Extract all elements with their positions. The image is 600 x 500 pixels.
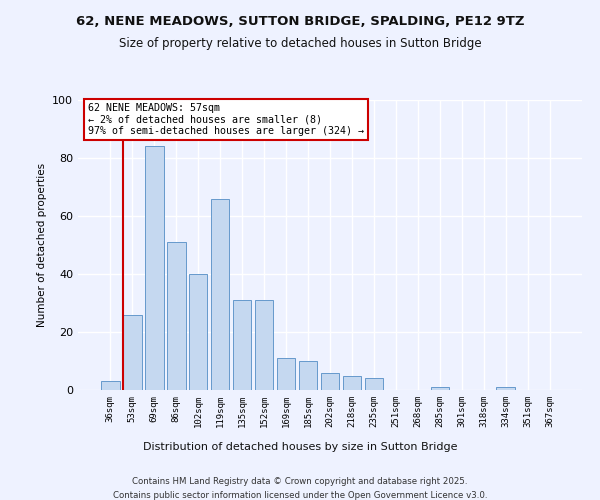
Text: Contains public sector information licensed under the Open Government Licence v3: Contains public sector information licen… (113, 491, 487, 500)
Bar (123, 314, 142, 390)
Text: 62 NENE MEADOWS: 57sqm
← 2% of detached houses are smaller (8)
97% of semi-detac: 62 NENE MEADOWS: 57sqm ← 2% of detached … (88, 103, 364, 136)
Text: Contains HM Land Registry data © Crown copyright and database right 2025.: Contains HM Land Registry data © Crown c… (132, 478, 468, 486)
Bar (343, 376, 361, 390)
Bar (167, 242, 185, 390)
Text: Distribution of detached houses by size in Sutton Bridge: Distribution of detached houses by size … (143, 442, 457, 452)
Bar (431, 387, 449, 390)
Bar (277, 358, 295, 390)
Bar (320, 372, 340, 390)
Bar (299, 361, 317, 390)
Bar (233, 300, 251, 390)
Bar (145, 146, 164, 390)
Bar (496, 387, 515, 390)
Bar (189, 274, 208, 390)
Bar (211, 198, 229, 390)
Bar (365, 378, 383, 390)
Text: Size of property relative to detached houses in Sutton Bridge: Size of property relative to detached ho… (119, 38, 481, 51)
Bar (101, 382, 119, 390)
Y-axis label: Number of detached properties: Number of detached properties (37, 163, 47, 327)
Text: 62, NENE MEADOWS, SUTTON BRIDGE, SPALDING, PE12 9TZ: 62, NENE MEADOWS, SUTTON BRIDGE, SPALDIN… (76, 15, 524, 28)
Bar (255, 300, 274, 390)
